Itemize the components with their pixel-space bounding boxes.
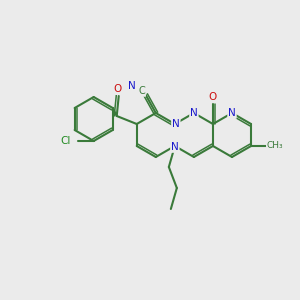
Text: CH₃: CH₃ (267, 142, 284, 151)
Text: N: N (128, 81, 136, 91)
Text: O: O (209, 92, 217, 102)
Text: Cl: Cl (60, 136, 71, 146)
Text: C: C (138, 86, 145, 96)
Text: N: N (190, 108, 198, 118)
Text: N: N (172, 119, 180, 129)
Text: O: O (114, 84, 122, 94)
Text: N: N (171, 142, 179, 152)
Text: N: N (228, 108, 236, 118)
